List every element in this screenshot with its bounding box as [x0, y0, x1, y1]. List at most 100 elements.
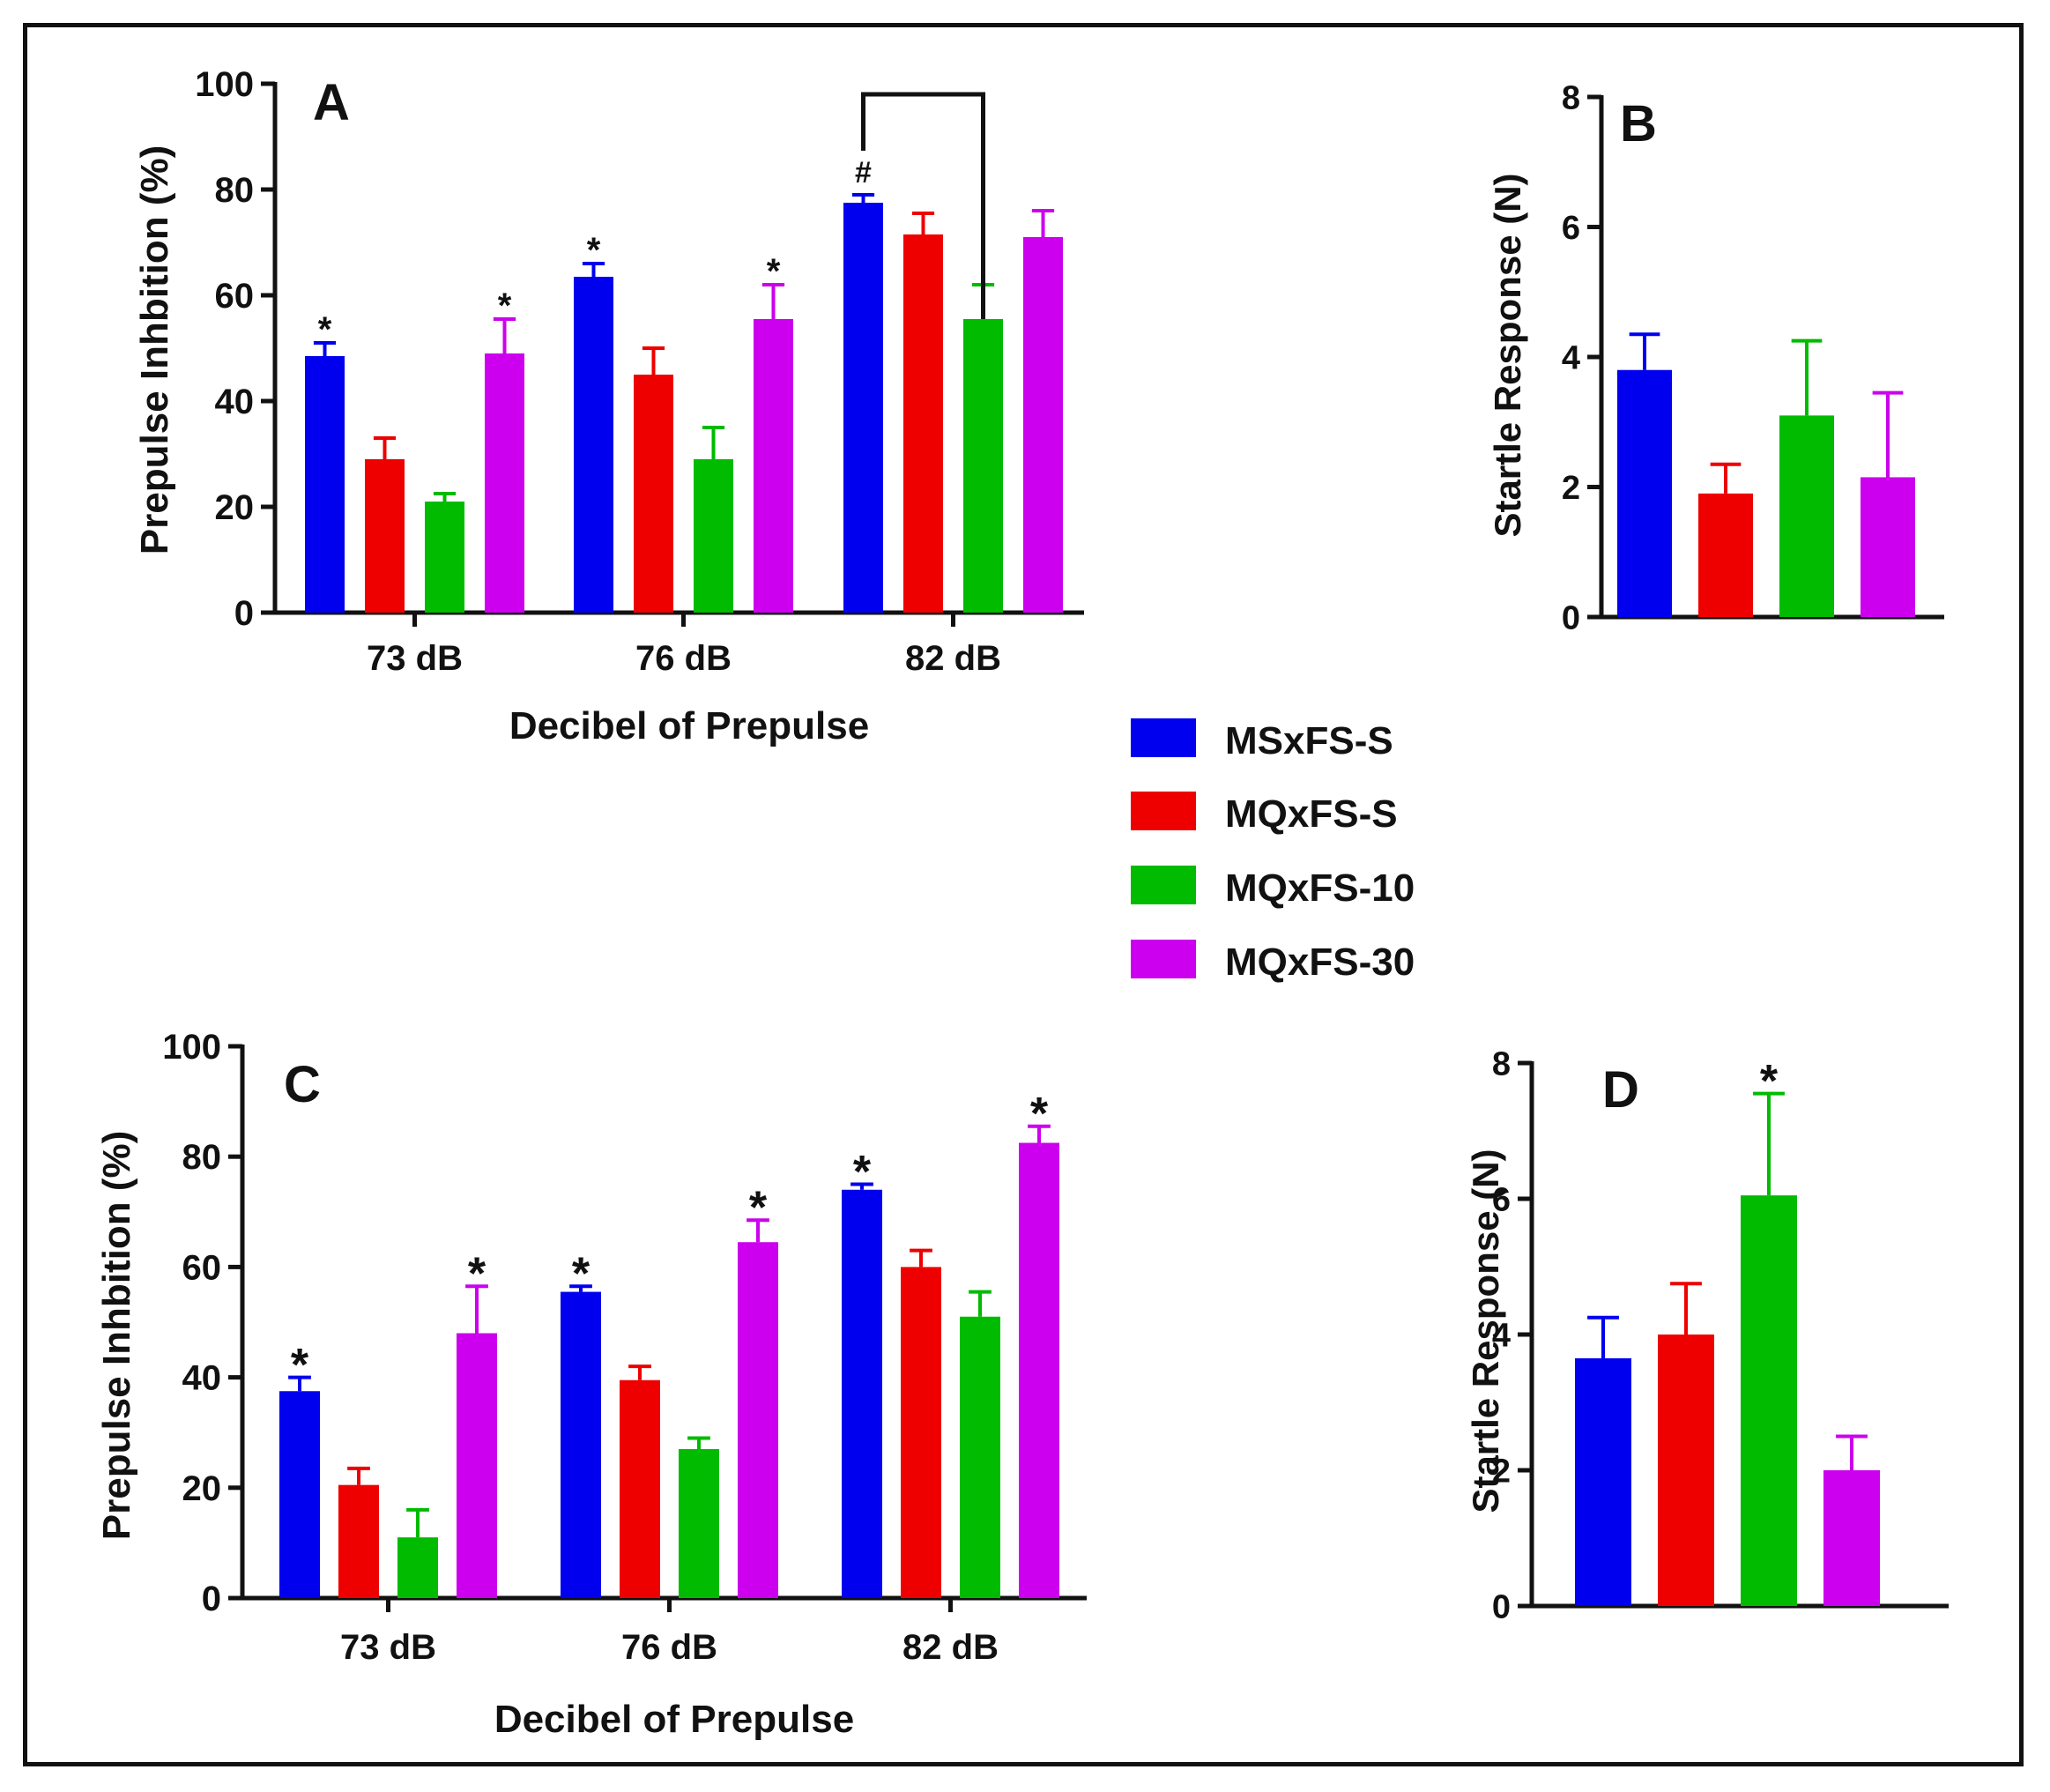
- panel-c-plot: 0 20 40 60 80 100 * * * * * * 73 dB 76 dB 82 dB: [162, 1028, 1087, 1667]
- panel-b-ylabel: Startle Response (N): [1487, 173, 1528, 537]
- panel-letter-c: C: [284, 1056, 321, 1113]
- panel-c-y-tick-label: 20: [182, 1469, 222, 1508]
- panel-a-plot: 0 20 40 60 80 100 * * * * #73 dB 76 dB 82 dB: [195, 65, 1084, 678]
- panel-b: B Startle Response (N) 0 2 4 6 8: [1487, 79, 1944, 636]
- panel-a-xlabel: Decibel of Prepulse: [509, 704, 869, 747]
- panel-c-bar-mqxfs-30: [1019, 1142, 1059, 1598]
- legend-label-mqxfs-s: MQxFS-S: [1225, 792, 1398, 836]
- panel-a-y-tick-label: 40: [215, 383, 255, 421]
- panel-a: A Prepulse Inhbition (%) Decibel of Prep…: [133, 65, 1084, 747]
- panel-c-significance-mark: *: [1030, 1089, 1049, 1140]
- panel-c-xlabel: Decibel of Prepulse: [494, 1698, 854, 1741]
- panel-d-bar-msxfs-s: [1575, 1357, 1631, 1606]
- panel-b-y-tick-label: 0: [1562, 599, 1580, 636]
- panel-d-y-tick-label: 6: [1492, 1181, 1511, 1218]
- panel-d-y-tick-label: 2: [1492, 1453, 1511, 1490]
- panel-c-y-tick-label: 60: [182, 1248, 222, 1287]
- panel-c-category-label: 73 dB: [340, 1628, 436, 1667]
- panel-d-bar-mqxfs-s: [1658, 1335, 1714, 1606]
- panel-a-bar-mqxfs-30: [485, 353, 524, 613]
- panel-c-bar-mqxfs-s: [901, 1267, 941, 1598]
- panel-c-y-tick-label: 0: [202, 1580, 221, 1618]
- panel-a-bar-msxfs-s: [574, 277, 613, 613]
- panel-a-significance-mark: *: [587, 231, 601, 270]
- panel-c-significance-mark: *: [749, 1183, 768, 1234]
- panel-b-bar-mqxfs-s: [1698, 493, 1753, 617]
- panel-a-bar-msxfs-s: [305, 356, 345, 613]
- panel-a-bar-mqxfs-s: [365, 459, 405, 613]
- panel-d-y-tick-label: 8: [1492, 1045, 1511, 1082]
- panel-c-significance-mark: *: [572, 1249, 590, 1300]
- panel-d-significance-mark: *: [1760, 1056, 1779, 1107]
- panel-b-bar-msxfs-s: [1617, 369, 1672, 617]
- legend: MSxFS-S MQxFS-S MQxFS-10 MQxFS-30: [1131, 718, 1415, 984]
- panel-d-y-tick-label: 0: [1492, 1588, 1511, 1625]
- panel-a-comparison-bracket: [861, 92, 985, 319]
- panel-c-bar-msxfs-s: [561, 1291, 601, 1598]
- panel-c-y-tick-label: 80: [182, 1138, 222, 1177]
- panel-b-y-tick-label: 6: [1562, 210, 1580, 247]
- panel-a-bar-mqxfs-s: [634, 375, 673, 613]
- legend-label-mqxfs-10: MQxFS-10: [1225, 866, 1415, 910]
- legend-swatch-mqxfs-10: [1131, 866, 1196, 904]
- panel-c-category-label: 82 dB: [902, 1628, 999, 1667]
- panel-a-significance-mark: *: [318, 310, 332, 349]
- panel-letter-d: D: [1602, 1061, 1639, 1119]
- panel-c-bar-msxfs-s: [842, 1189, 882, 1598]
- figure-frame: [23, 23, 2024, 1766]
- panel-a-ylabel: Prepulse Inhbition (%): [133, 145, 176, 554]
- panel-d-plot: 0 2 4 6 8 *: [1492, 1045, 1949, 1625]
- panel-letter-b: B: [1620, 95, 1657, 152]
- panel-a-y-tick-label: 80: [215, 171, 255, 210]
- panel-a-category-label: 82 dB: [905, 639, 1001, 678]
- panel-a-category-label: 76 dB: [635, 639, 732, 678]
- panel-c-significance-mark: *: [291, 1340, 309, 1391]
- panel-d-ylabel: Startle Response (N): [1465, 1149, 1506, 1513]
- panel-a-significance-mark: *: [767, 252, 781, 291]
- panel-a-bar-mqxfs-10: [963, 319, 1003, 613]
- panel-c-significance-mark: *: [853, 1147, 872, 1198]
- panel-a-significance-mark: #: [855, 156, 872, 190]
- panel-c-bar-mqxfs-s: [338, 1484, 379, 1598]
- panel-c-y-tick-label: 100: [162, 1028, 221, 1067]
- panel-letter-a: A: [313, 74, 350, 131]
- panel-a-category-label: 73 dB: [367, 639, 463, 678]
- panel-b-plot: 0 2 4 6 8: [1562, 79, 1944, 636]
- panel-c-y-tick-label: 40: [182, 1359, 222, 1398]
- panel-a-bar-mqxfs-10: [694, 459, 733, 613]
- panel-a-y-tick-label: 60: [215, 277, 255, 316]
- panel-a-y-tick-label: 0: [234, 594, 254, 633]
- panel-b-y-tick-label: 8: [1562, 79, 1580, 116]
- panel-c-bar-mqxfs-10: [397, 1537, 438, 1598]
- panel-d-y-tick-label: 4: [1492, 1317, 1511, 1354]
- panel-c-bar-mqxfs-10: [679, 1448, 719, 1598]
- legend-swatch-msxfs-s: [1131, 718, 1196, 757]
- panel-b-y-tick-label: 4: [1562, 339, 1580, 376]
- panel-a-bar-mqxfs-30: [1023, 237, 1063, 613]
- legend-swatch-mqxfs-s: [1131, 792, 1196, 830]
- panel-c-bar-mqxfs-30: [738, 1242, 778, 1598]
- legend-label-mqxfs-30: MQxFS-30: [1225, 941, 1415, 984]
- panel-c-bar-msxfs-s: [279, 1391, 320, 1598]
- panel-a-significance-mark: *: [498, 286, 512, 325]
- panel-d: D Startle Response (N) 0 2 4 6 8 *: [1465, 1045, 1949, 1625]
- panel-c-significance-mark: *: [468, 1249, 487, 1300]
- panel-a-bar-mqxfs-10: [425, 502, 464, 613]
- legend-swatch-mqxfs-30: [1131, 940, 1196, 978]
- panel-c: C Prepulse Inhbition (%) Decibel of Prep…: [95, 1028, 1087, 1741]
- panel-a-bar-mqxfs-30: [754, 319, 793, 613]
- legend-label-msxfs-s: MSxFS-S: [1225, 719, 1393, 762]
- panel-b-y-tick-label: 2: [1562, 470, 1580, 507]
- panel-a-y-tick-label: 20: [215, 488, 255, 527]
- panel-a-bar-mqxfs-s: [903, 234, 943, 613]
- panel-a-y-tick-label: 100: [195, 65, 254, 104]
- panel-d-bar-mqxfs-10: [1741, 1195, 1797, 1606]
- panel-d-bar-mqxfs-30: [1823, 1470, 1880, 1606]
- panel-b-bar-mqxfs-10: [1779, 415, 1834, 617]
- panel-b-bar-mqxfs-30: [1861, 477, 1915, 617]
- panel-c-bar-mqxfs-s: [620, 1379, 660, 1598]
- panel-c-category-label: 76 dB: [621, 1628, 717, 1667]
- panel-c-bar-mqxfs-30: [457, 1333, 497, 1598]
- panel-c-bar-mqxfs-10: [960, 1316, 1000, 1598]
